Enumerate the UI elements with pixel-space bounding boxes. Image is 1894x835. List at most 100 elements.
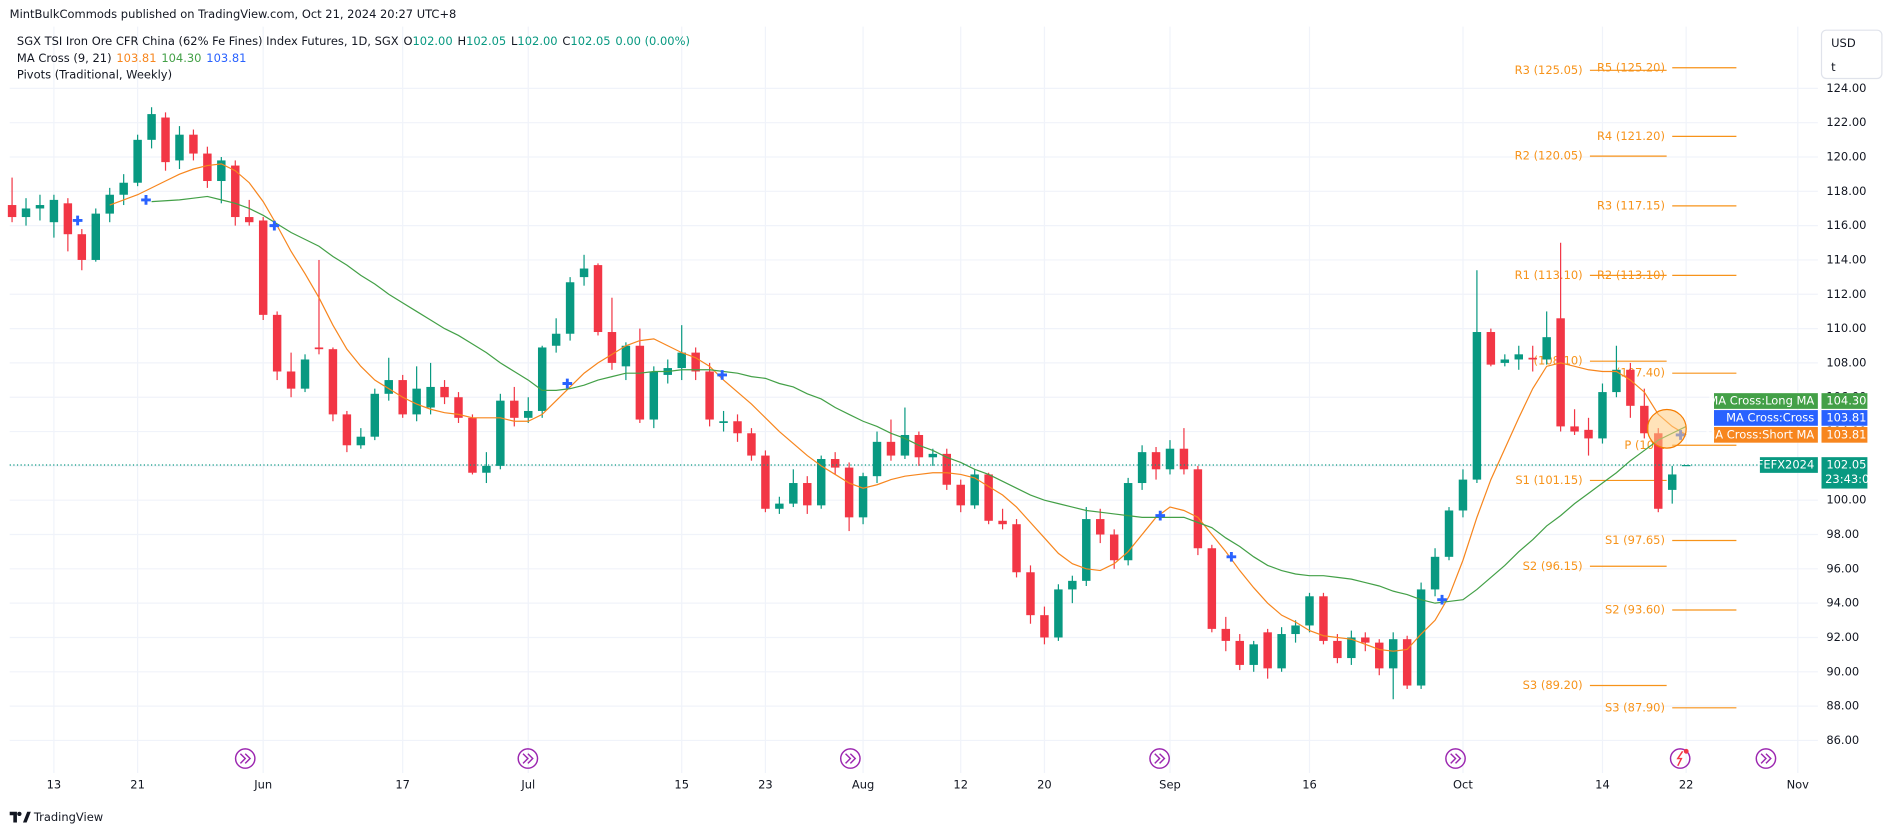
- candle-body: [579, 268, 589, 278]
- y-tick-label: 90.00: [1826, 664, 1859, 678]
- y-tick-label: 86.00: [1826, 733, 1859, 747]
- candle-body: [147, 114, 156, 140]
- candle-body: [761, 455, 770, 509]
- candle-body: [217, 160, 226, 182]
- ohlc-value: 102.05: [570, 34, 610, 48]
- event-icon[interactable]: [839, 748, 861, 769]
- x-tick-label: 20: [1037, 778, 1052, 792]
- candle-body: [1305, 596, 1314, 626]
- candle-body: [705, 371, 714, 420]
- candle-body: [1291, 625, 1300, 635]
- candle-body: [105, 194, 114, 214]
- candle-body: [719, 421, 728, 423]
- y-tick-label: 114.00: [1826, 252, 1866, 266]
- candle-body: [1375, 642, 1384, 669]
- candle-body: [203, 153, 212, 182]
- candle-body: [1319, 596, 1328, 641]
- candle-body: [803, 483, 812, 506]
- ohlc-label: H: [457, 34, 466, 48]
- candle-body: [1402, 639, 1412, 686]
- ohlc-value: 102.00: [412, 34, 452, 48]
- candle-body: [314, 347, 324, 350]
- candle-body: [258, 220, 268, 315]
- pivot-label: S2 (93.60): [1605, 603, 1665, 617]
- candle-body: [496, 400, 505, 466]
- candle-body: [1165, 448, 1175, 470]
- candle-body: [440, 386, 449, 398]
- candle-body: [1598, 392, 1607, 439]
- event-icon[interactable]: [517, 748, 539, 769]
- candle-body: [1472, 332, 1482, 480]
- candle-body: [1444, 510, 1454, 557]
- candle-body: [175, 134, 184, 161]
- candle-body: [426, 386, 435, 408]
- candle-body: [1556, 318, 1565, 427]
- y-tick-label: 108.00: [1826, 355, 1866, 369]
- candle-body: [677, 352, 686, 369]
- candle-body: [1040, 615, 1049, 638]
- candle-body: [1584, 429, 1593, 439]
- candle-body: [691, 352, 700, 372]
- x-tick-label: 12: [953, 778, 968, 792]
- pivot-label: S3 (87.90): [1605, 700, 1665, 714]
- event-icon[interactable]: [1755, 748, 1777, 769]
- candle-body: [1012, 524, 1021, 573]
- candle-body: [1667, 474, 1677, 490]
- candle-body: [593, 265, 603, 333]
- axis-tag-value-bg: [1821, 393, 1868, 409]
- candle-body: [607, 332, 617, 363]
- candle-body: [1082, 519, 1091, 581]
- event-icon[interactable]: [1149, 748, 1170, 769]
- pivot-label: R4 (121.20): [1597, 129, 1665, 143]
- price-tag-name-bg: [1759, 457, 1818, 473]
- currency: USD: [1831, 36, 1856, 50]
- y-tick-label: 112.00: [1826, 287, 1866, 301]
- publish-header: MintBulkCommods published on TradingView…: [10, 7, 457, 21]
- ohlc-label: C: [562, 34, 570, 48]
- x-tick-label: 23: [758, 778, 773, 792]
- event-icon[interactable]: [234, 748, 256, 769]
- pivot-label: S3 (89.20): [1523, 678, 1583, 692]
- candle-body: [900, 434, 910, 456]
- candle-body: [328, 349, 338, 415]
- axis-tag-value-bg: [1821, 410, 1868, 426]
- candle-body: [1235, 640, 1244, 665]
- ohlc-value: 102.00: [517, 34, 557, 48]
- y-tick-label: 98.00: [1826, 527, 1859, 541]
- candle-body: [858, 476, 868, 518]
- candle-body: [272, 314, 282, 372]
- tradingview-logo: TradingView: [9, 810, 103, 824]
- candle-body: [649, 371, 659, 420]
- event-icon[interactable]: [1669, 748, 1691, 769]
- candle-body: [1026, 572, 1035, 616]
- pivot-label: R2 (120.05): [1515, 149, 1583, 163]
- candle-body: [970, 474, 979, 506]
- candle-body: [63, 203, 73, 235]
- x-tick-label: 16: [1302, 778, 1317, 792]
- candle-body: [733, 421, 742, 434]
- candle-body: [342, 414, 352, 446]
- axis-tag-name-bg: [1713, 426, 1818, 443]
- candle-body: [998, 520, 1007, 525]
- ohlc-label: O: [403, 34, 412, 48]
- event-icon[interactable]: [1445, 748, 1466, 769]
- currency-box[interactable]: [1820, 29, 1883, 80]
- y-tick-label: 118.00: [1826, 184, 1866, 198]
- x-tick-label: Oct: [1453, 778, 1473, 792]
- cross-marker: [72, 215, 83, 226]
- candle-body: [775, 503, 784, 509]
- pivot-label: R2 (113.10): [1597, 268, 1665, 282]
- candle-body: [524, 410, 533, 418]
- candle-body: [565, 282, 575, 334]
- ohlc-label: L: [511, 34, 518, 48]
- candle-body: [1654, 433, 1663, 509]
- y-tick-label: 122.00: [1826, 115, 1866, 129]
- footer-brand: TradingView: [33, 810, 103, 824]
- candle-body: [551, 333, 561, 346]
- axis-tag-value-bg: [1821, 426, 1868, 443]
- candle-body: [119, 182, 128, 195]
- ma-value: 104.30: [161, 50, 201, 64]
- candle-body: [384, 380, 393, 394]
- candle-body: [537, 347, 547, 411]
- candle-body: [49, 199, 59, 223]
